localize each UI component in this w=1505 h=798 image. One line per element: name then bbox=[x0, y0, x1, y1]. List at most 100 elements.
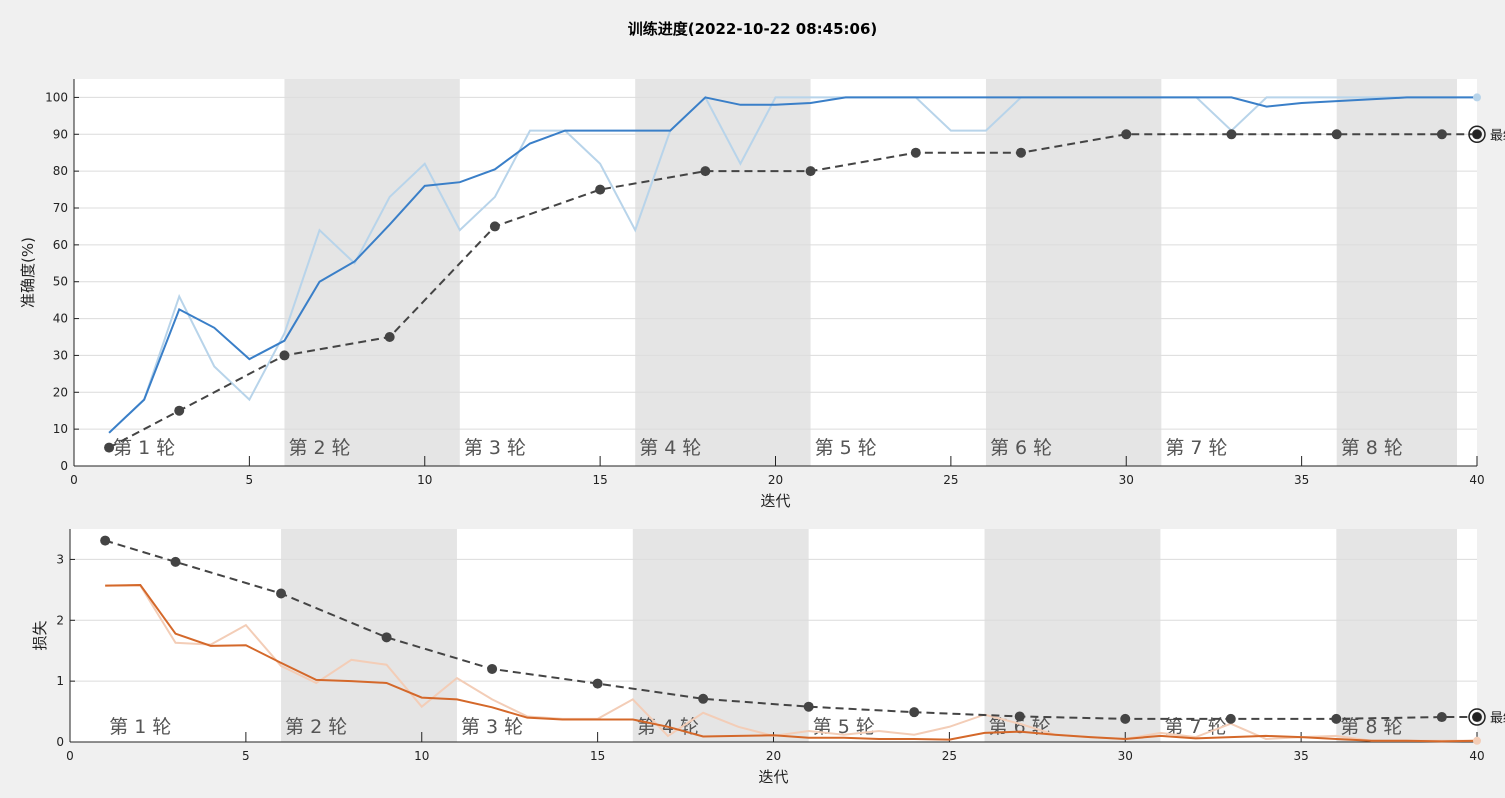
epoch-label-7: 第 7 轮 bbox=[1165, 437, 1227, 459]
validation-point bbox=[1436, 129, 1447, 140]
raw-final-point bbox=[1473, 736, 1481, 745]
smoothed-series-line bbox=[108, 96, 1477, 434]
epoch-label-8: 第 8 轮 bbox=[1341, 437, 1403, 459]
validation-point bbox=[100, 535, 111, 546]
x-axis-label: 迭代 bbox=[758, 768, 788, 786]
epoch-label-2: 第 2 轮 bbox=[288, 437, 350, 459]
validation-point bbox=[595, 184, 606, 195]
y-axis-label: 损失 bbox=[31, 620, 49, 650]
y-tick-label: 1 bbox=[56, 674, 64, 688]
x-tick-label: 15 bbox=[590, 749, 605, 763]
epoch-band-8 bbox=[1336, 529, 1457, 742]
final-marker-ring bbox=[1468, 125, 1486, 144]
x-tick-label: 0 bbox=[66, 749, 74, 763]
epoch-band-6 bbox=[985, 79, 1162, 466]
validation-point bbox=[1014, 711, 1025, 722]
validation-point bbox=[910, 147, 921, 158]
validation-point bbox=[276, 588, 287, 599]
y-tick-label: 40 bbox=[53, 312, 68, 326]
x-tick-label: 20 bbox=[766, 749, 781, 763]
accuracy-plot: 第 1 轮 第 2 轮 第 3 轮 第 4 轮 第 5 轮 第 6 轮 第 7 轮 第 8 轮… bbox=[19, 79, 1505, 510]
epoch-label-1: 第 1 轮 bbox=[109, 716, 171, 738]
validation-point bbox=[592, 678, 603, 689]
y-axis-label: 准确度(%) bbox=[19, 237, 37, 308]
x-tick-label: 30 bbox=[1118, 749, 1133, 763]
y-tick-label: 0 bbox=[60, 459, 68, 473]
validation-point bbox=[279, 350, 290, 361]
chart-title: 训练进度(2022-10-22 08:45:06) bbox=[627, 20, 878, 38]
epoch-label-8: 第 8 轮 bbox=[1340, 716, 1402, 738]
raw-series-line bbox=[105, 584, 1477, 742]
smoothed-series-line bbox=[105, 583, 1478, 743]
y-tick-label: 3 bbox=[56, 552, 64, 566]
x-tick-label: 35 bbox=[1293, 749, 1308, 763]
validation-point bbox=[489, 221, 500, 232]
raw-series-line bbox=[108, 95, 1477, 434]
x-tick-label: 10 bbox=[414, 749, 429, 763]
validation-point bbox=[700, 166, 711, 177]
y-tick-label: 0 bbox=[56, 735, 64, 749]
y-tick-label: 2 bbox=[56, 613, 64, 627]
validation-point bbox=[104, 442, 115, 453]
validation-point bbox=[805, 166, 816, 177]
validation-point bbox=[381, 632, 392, 643]
epoch-label-7: 第 7 轮 bbox=[1164, 716, 1226, 738]
validation-point bbox=[1225, 713, 1236, 724]
epoch-label-4: 第 4 轮 bbox=[639, 437, 701, 459]
epoch-label-2: 第 2 轮 bbox=[285, 716, 347, 738]
x-tick-label: 5 bbox=[246, 473, 254, 487]
y-tick-label: 60 bbox=[53, 238, 68, 252]
x-tick-label: 5 bbox=[242, 749, 250, 763]
epoch-band-4 bbox=[632, 529, 809, 742]
y-tick-label: 90 bbox=[53, 127, 68, 141]
final-marker-ring bbox=[1468, 708, 1486, 726]
x-tick-label: 25 bbox=[942, 749, 957, 763]
validation-point bbox=[1121, 129, 1132, 140]
x-tick-label: 0 bbox=[70, 473, 78, 487]
epoch-label-3: 第 3 轮 bbox=[461, 716, 523, 738]
validation-point bbox=[1120, 713, 1131, 724]
epoch-label-3: 第 3 轮 bbox=[464, 437, 526, 459]
validation-point bbox=[487, 663, 498, 674]
x-tick-label: 35 bbox=[1294, 473, 1309, 487]
raw-final-point bbox=[1473, 93, 1481, 102]
epoch-band-4 bbox=[635, 79, 811, 466]
y-tick-label: 80 bbox=[53, 164, 68, 178]
epoch-band-8 bbox=[1336, 79, 1457, 466]
y-tick-label: 70 bbox=[53, 201, 68, 215]
y-tick-label: 20 bbox=[53, 385, 68, 399]
final-label: 最终 bbox=[1490, 127, 1505, 143]
validation-point bbox=[909, 707, 920, 718]
loss-plot: 第 1 轮第 2 轮第 3 轮第 4 轮第 5 轮第 6 轮第 7 轮第 8 轮… bbox=[31, 529, 1505, 786]
validation-point bbox=[1016, 147, 1027, 158]
validation-point bbox=[698, 693, 709, 704]
x-tick-label: 10 bbox=[417, 473, 432, 487]
y-tick-label: 30 bbox=[53, 348, 68, 362]
validation-series-line bbox=[104, 539, 1477, 720]
validation-point bbox=[174, 405, 185, 416]
epoch-band-2 bbox=[281, 529, 457, 742]
validation-point bbox=[1331, 129, 1342, 140]
x-tick-label: 25 bbox=[943, 473, 958, 487]
x-tick-label: 40 bbox=[1469, 473, 1484, 487]
final-marker-dot bbox=[1472, 129, 1482, 139]
epoch-band-2 bbox=[284, 79, 460, 466]
epoch-label-1: 第 1 轮 bbox=[113, 437, 175, 459]
y-tick-label: 50 bbox=[53, 275, 68, 289]
x-tick-label: 40 bbox=[1469, 749, 1484, 763]
x-tick-label: 30 bbox=[1119, 473, 1134, 487]
validation-point bbox=[1436, 712, 1447, 723]
validation-point bbox=[1331, 713, 1342, 724]
validation-point bbox=[384, 332, 395, 342]
epoch-label-5: 第 5 轮 bbox=[815, 437, 877, 459]
validation-point bbox=[170, 556, 181, 567]
y-tick-label: 100 bbox=[45, 90, 68, 104]
x-axis-label: 迭代 bbox=[760, 492, 790, 510]
validation-point bbox=[803, 701, 814, 712]
x-tick-label: 15 bbox=[592, 473, 607, 487]
final-label: 最终 bbox=[1490, 710, 1505, 726]
epoch-label-6: 第 6 轮 bbox=[990, 437, 1052, 459]
y-tick-label: 10 bbox=[53, 422, 68, 436]
